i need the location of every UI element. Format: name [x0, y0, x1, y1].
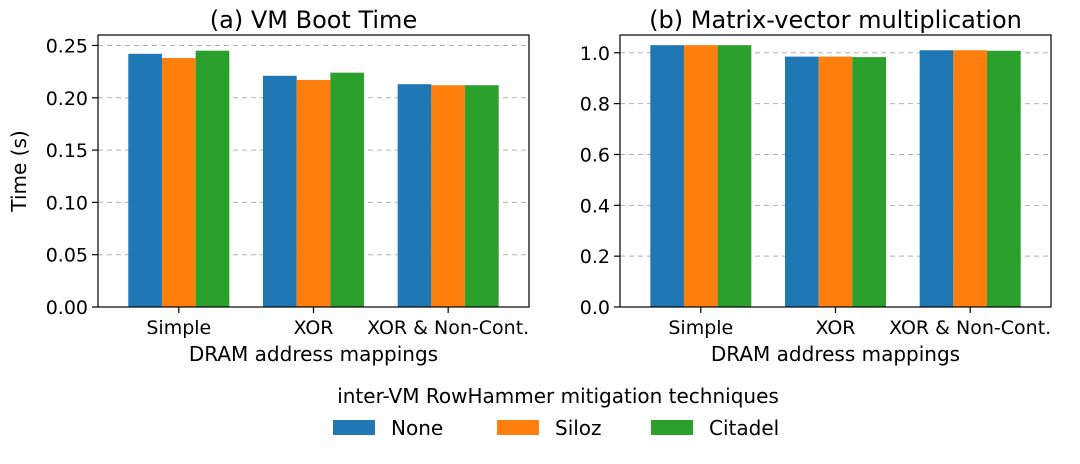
bar-none: [919, 50, 954, 308]
bar-citadel: [717, 45, 752, 308]
bar-citadel: [987, 50, 1021, 308]
x-tick-label: XOR & Non-Cont.: [889, 317, 1051, 339]
legend-items: None Siloz Citadel: [333, 416, 779, 440]
x-tick-label: XOR: [294, 317, 334, 339]
y-axis-label: Time (s): [7, 130, 31, 212]
chart-title: (a) VM Boot Time: [210, 6, 417, 34]
x-axis-label: DRAM address mappings: [189, 342, 438, 366]
charts: 0.00 0.05 0.10 0.15 0.20 0.25 Simple XOR XOR & N…: [7, 6, 1052, 366]
plot-frame: [97, 34, 530, 308]
bar-none: [397, 84, 432, 308]
y-tick-label: 0.15: [46, 140, 88, 162]
legend-label-none: None: [391, 416, 443, 440]
legend-label-siloz: Siloz: [555, 416, 602, 440]
bar-citadel: [852, 57, 887, 307]
bar-none: [650, 45, 684, 308]
legend: inter-VM RowHammer mitigation techniques…: [333, 384, 779, 440]
chart-title: (b) Matrix-vector multiplication: [649, 6, 1022, 34]
legend-swatch-siloz: [497, 420, 539, 435]
y-tick-label: 0.10: [46, 192, 88, 214]
bar-siloz: [683, 45, 718, 308]
x-tick-label: XOR & Non-Cont.: [367, 317, 529, 339]
y-tick-label: 0.4: [580, 195, 610, 217]
bar-citadel: [195, 50, 230, 307]
legend-swatch-citadel: [651, 420, 693, 435]
x-tick-label: Simple: [146, 317, 211, 339]
x-tick-label: Simple: [668, 317, 733, 339]
bar-citadel: [330, 72, 365, 308]
legend-title: inter-VM RowHammer mitigation techniques: [337, 384, 779, 408]
chart-panel-1: 0.00 0.05 0.10 0.15 0.20 0.25 Simple XOR XOR & N…: [7, 6, 530, 366]
bar-siloz: [953, 50, 988, 308]
y-tick-label: 1.0: [580, 43, 610, 65]
legend-label-citadel: Citadel: [709, 416, 779, 440]
bar-none: [262, 75, 297, 307]
y-tick-label: 0.2: [580, 246, 610, 268]
y-tick-label: 0.6: [580, 144, 610, 166]
y-tick-label: 0.8: [580, 94, 610, 116]
bar-siloz: [161, 58, 196, 308]
x-tick-label: XOR: [816, 317, 856, 339]
bar-siloz: [431, 85, 466, 307]
bar-none: [128, 53, 162, 308]
y-tick-label: 0.25: [46, 35, 88, 57]
bar-citadel: [465, 85, 499, 307]
chart-panel-2: 0.0 0.2 0.4 0.6 0.8 1.0 Simple XOR XOR & Non-Con…: [580, 6, 1052, 366]
bar-none: [784, 56, 819, 307]
bar-siloz: [818, 56, 853, 307]
y-tick-label: 0.00: [46, 297, 88, 319]
x-axis-label: DRAM address mappings: [711, 342, 960, 366]
y-tick-label: 0.20: [46, 88, 88, 110]
y-tick-label: 0.0: [580, 297, 610, 319]
bar-siloz: [296, 79, 331, 307]
plot-frame: [619, 34, 1052, 308]
legend-swatch-none: [333, 420, 375, 435]
y-tick-label: 0.05: [46, 245, 88, 267]
